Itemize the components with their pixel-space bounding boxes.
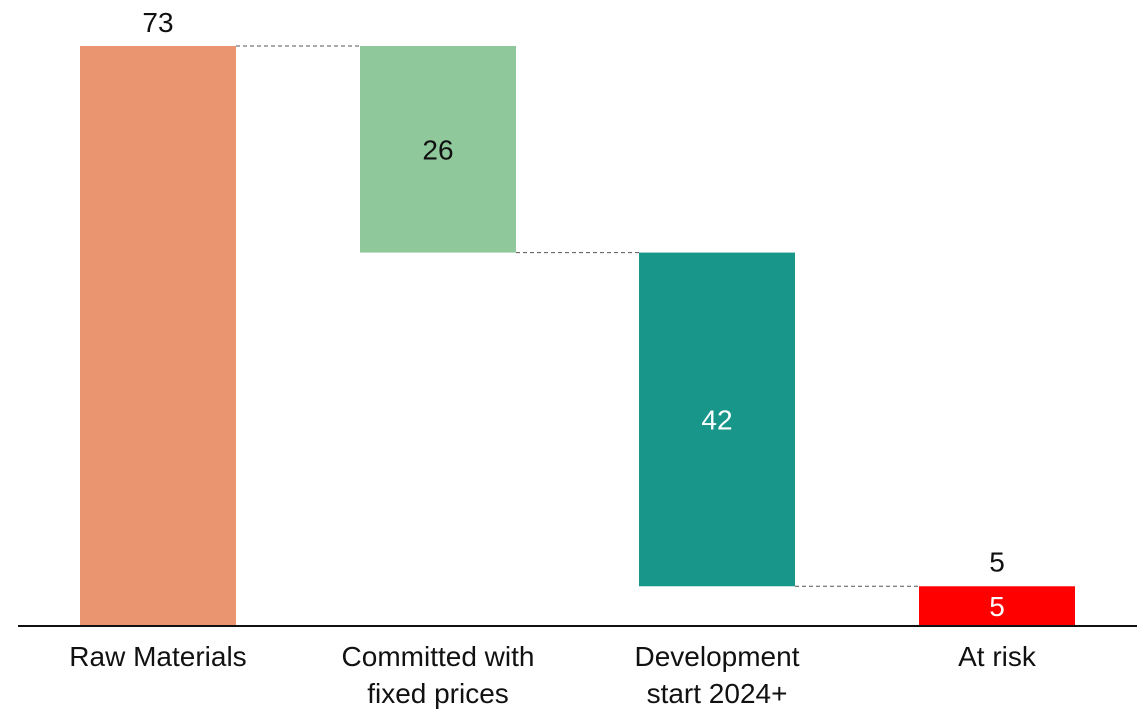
bar-2-value-label: 26 [422, 134, 453, 165]
connector-lines [236, 45, 919, 587]
category-label-1: Raw Materials [69, 641, 246, 672]
bars [80, 46, 1075, 626]
category-label-2: Committed with fixed prices [342, 641, 535, 709]
bar-4-total-label: 5 [989, 546, 1005, 577]
bar-4-value-label: 5 [989, 591, 1005, 622]
bar-3-value-label: 42 [701, 404, 732, 435]
bar-3 [639, 252, 795, 587]
category-label-3: Development start 2024+ [635, 641, 800, 709]
bar-2 [360, 46, 516, 253]
category-labels: Raw Materials Committed with fixed prices D… [69, 641, 1037, 709]
bar-1-value-label: 73 [142, 7, 173, 38]
bar-4 [919, 586, 1075, 626]
value-labels: 73 26 42 5 5 [142, 7, 1004, 622]
category-label-4: At risk [958, 641, 1037, 672]
bar-1 [80, 46, 236, 626]
